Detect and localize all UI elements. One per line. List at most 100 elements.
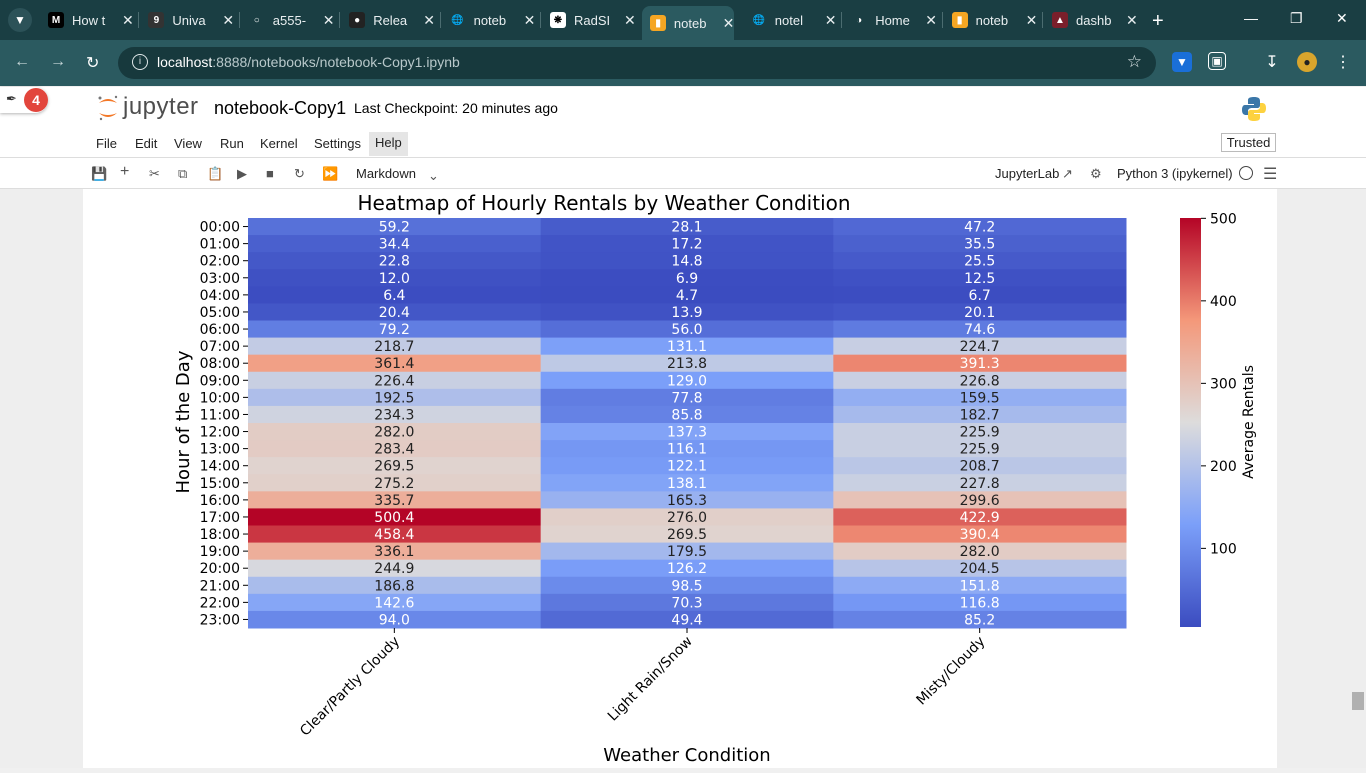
trusted-indicator[interactable]: Trusted — [1221, 133, 1276, 152]
notification-badge[interactable]: ✒ 4 — [0, 87, 48, 113]
heatmap-cell — [248, 542, 542, 561]
scrollbar-thumb[interactable] — [1352, 692, 1364, 710]
colorbar-tick-label: 100 — [1210, 541, 1237, 557]
close-tab-icon[interactable]: ✕ — [523, 11, 536, 28]
address-bar-row: ← → ↻ i localhost:8888/notebooks/noteboo… — [0, 40, 1366, 86]
heatmap-cell — [540, 371, 834, 390]
restart-kernel-icon[interactable]: ↻ — [294, 166, 305, 181]
close-tab-icon[interactable]: ✕ — [925, 11, 937, 28]
maximize-button[interactable]: ❐ — [1290, 10, 1303, 26]
close-tab-icon[interactable]: ✕ — [1126, 11, 1138, 28]
reload-button[interactable]: ↻ — [86, 55, 100, 72]
heatmap-cell — [540, 286, 834, 304]
browser-tab[interactable]: ◑ Home ✕ — [851, 6, 937, 34]
jupyterlab-link[interactable]: JupyterLab — [995, 166, 1060, 181]
external-link-icon[interactable]: ↗ — [1062, 166, 1073, 181]
output-cell: Heatmap of Hourly Rentals by Weather Con… — [83, 189, 1277, 768]
profile-avatar[interactable]: ● — [1297, 52, 1317, 72]
hamburger-menu-icon[interactable]: ☰ — [1263, 166, 1278, 183]
pen-icon: ✒ — [6, 91, 17, 106]
browser-tab-label: dashb — [1076, 12, 1112, 28]
copy-icon[interactable]: ⧉ — [178, 166, 188, 181]
browser-tab[interactable]: ▮ noteb ✕ — [642, 6, 735, 40]
close-tab-icon[interactable]: ✕ — [322, 11, 335, 28]
close-tab-icon[interactable]: ✕ — [122, 11, 134, 28]
url-field[interactable]: i localhost:8888/notebooks/notebook-Copy… — [118, 47, 1156, 79]
heatmap-cell — [540, 320, 834, 339]
tab-separator — [138, 12, 140, 28]
cell-value-label: 269.5 — [667, 527, 707, 543]
menu-kernel[interactable]: Kernel — [260, 136, 298, 151]
x-tick-label: Misty/Cloudy — [914, 634, 989, 709]
close-tab-icon[interactable]: ✕ — [423, 11, 435, 28]
close-tab-icon[interactable]: ✕ — [222, 11, 235, 28]
browser-tab[interactable]: 🌐 noteb ✕ — [450, 6, 536, 34]
heatmap-cell — [540, 474, 834, 492]
menu-view[interactable]: View — [174, 136, 202, 151]
menu-settings[interactable]: Settings — [314, 136, 361, 151]
cell-value-label: 47.2 — [964, 220, 995, 236]
download-icon[interactable]: ↧ — [1265, 54, 1279, 71]
browser-tab[interactable]: ○ a555- ✕ — [249, 6, 335, 34]
y-tick-label: 14:00 — [200, 459, 240, 475]
cell-value-label: 25.5 — [964, 254, 995, 270]
cell-value-label: 226.8 — [960, 373, 1000, 389]
jupyter-logo-icon[interactable] — [96, 94, 120, 122]
browser-menu-icon[interactable]: ⋮ — [1335, 54, 1351, 71]
tab-search-button[interactable]: ▼ — [8, 8, 32, 32]
restart-run-all-icon[interactable]: ⏩ — [322, 166, 339, 181]
browser-tab[interactable]: 🌐 notel ✕ — [751, 6, 837, 34]
add-cell-icon[interactable]: + — [120, 163, 130, 180]
site-info-icon[interactable]: i — [132, 54, 148, 70]
cut-icon[interactable]: ✂ — [149, 166, 160, 181]
browser-tab[interactable]: ❋ RadSI ✕ — [550, 6, 636, 34]
browser-tab[interactable]: ▮ noteb ✕ — [951, 6, 1038, 34]
y-tick-label: 05:00 — [200, 305, 240, 321]
kernel-name[interactable]: Python 3 (ipykernel) — [1117, 166, 1233, 181]
menu-run[interactable]: Run — [220, 136, 244, 151]
heatmap-cell — [248, 576, 542, 595]
browser-tab-label: Home — [875, 12, 910, 28]
debugger-bug-icon[interactable]: ⚙ — [1090, 166, 1102, 181]
cell-value-label: 213.8 — [667, 356, 707, 372]
close-tab-icon[interactable]: ✕ — [624, 11, 636, 28]
y-tick-label: 04:00 — [200, 288, 240, 304]
notebook-title[interactable]: notebook-Copy1 — [214, 98, 347, 118]
menu-help[interactable]: Help — [369, 132, 408, 156]
back-button[interactable]: ← — [14, 53, 30, 70]
close-tab-icon[interactable]: ✕ — [722, 14, 735, 31]
chevron-down-icon[interactable]: ⌄ — [428, 168, 439, 183]
heatmap-cell — [248, 388, 542, 407]
cell-value-label: 35.5 — [964, 237, 995, 253]
cell-value-label: 94.0 — [379, 612, 410, 628]
cell-type-select[interactable]: Markdown — [356, 166, 416, 181]
interrupt-kernel-icon[interactable]: ■ — [266, 166, 274, 181]
cell-value-label: 122.1 — [667, 459, 707, 475]
close-tab-icon[interactable]: ✕ — [824, 11, 837, 28]
heatmap-cell — [540, 576, 834, 595]
close-window-button[interactable]: ✕ — [1336, 10, 1348, 26]
close-tab-icon[interactable]: ✕ — [1025, 11, 1038, 28]
browser-tab[interactable]: ▲ dashb ✕ — [1052, 6, 1138, 34]
y-tick-label: 16:00 — [200, 493, 240, 509]
cell-value-label: 85.2 — [964, 612, 995, 628]
save-icon[interactable]: 💾 — [91, 166, 108, 181]
minimize-button[interactable]: — — [1244, 10, 1258, 26]
browser-tab[interactable]: ● Relea ✕ — [349, 6, 435, 34]
bookmark-star-icon[interactable]: ☆ — [1126, 52, 1142, 71]
paste-icon[interactable]: 📋 — [207, 166, 224, 181]
browser-tab[interactable]: 9 Univa ✕ — [148, 6, 234, 34]
forward-button[interactable]: → — [50, 53, 66, 70]
menu-file[interactable]: File — [96, 136, 117, 151]
cell-value-label: 137.3 — [667, 425, 707, 441]
run-cell-icon[interactable]: ▶ — [237, 166, 247, 181]
menu-edit[interactable]: Edit — [135, 136, 158, 151]
jupyter-wordmark[interactable]: jupyter — [123, 93, 199, 120]
heatmap-cell — [248, 405, 542, 424]
extensions-puzzle-icon[interactable]: ▣ — [1208, 52, 1226, 70]
cell-value-label: 98.5 — [671, 578, 702, 594]
notebook-content[interactable]: Heatmap of Hourly Rentals by Weather Con… — [0, 189, 1366, 768]
new-tab-button[interactable]: + — [1152, 10, 1164, 32]
browser-tab[interactable]: M How t ✕ — [48, 6, 134, 34]
extension-shield-icon[interactable]: ▼ — [1172, 52, 1192, 72]
